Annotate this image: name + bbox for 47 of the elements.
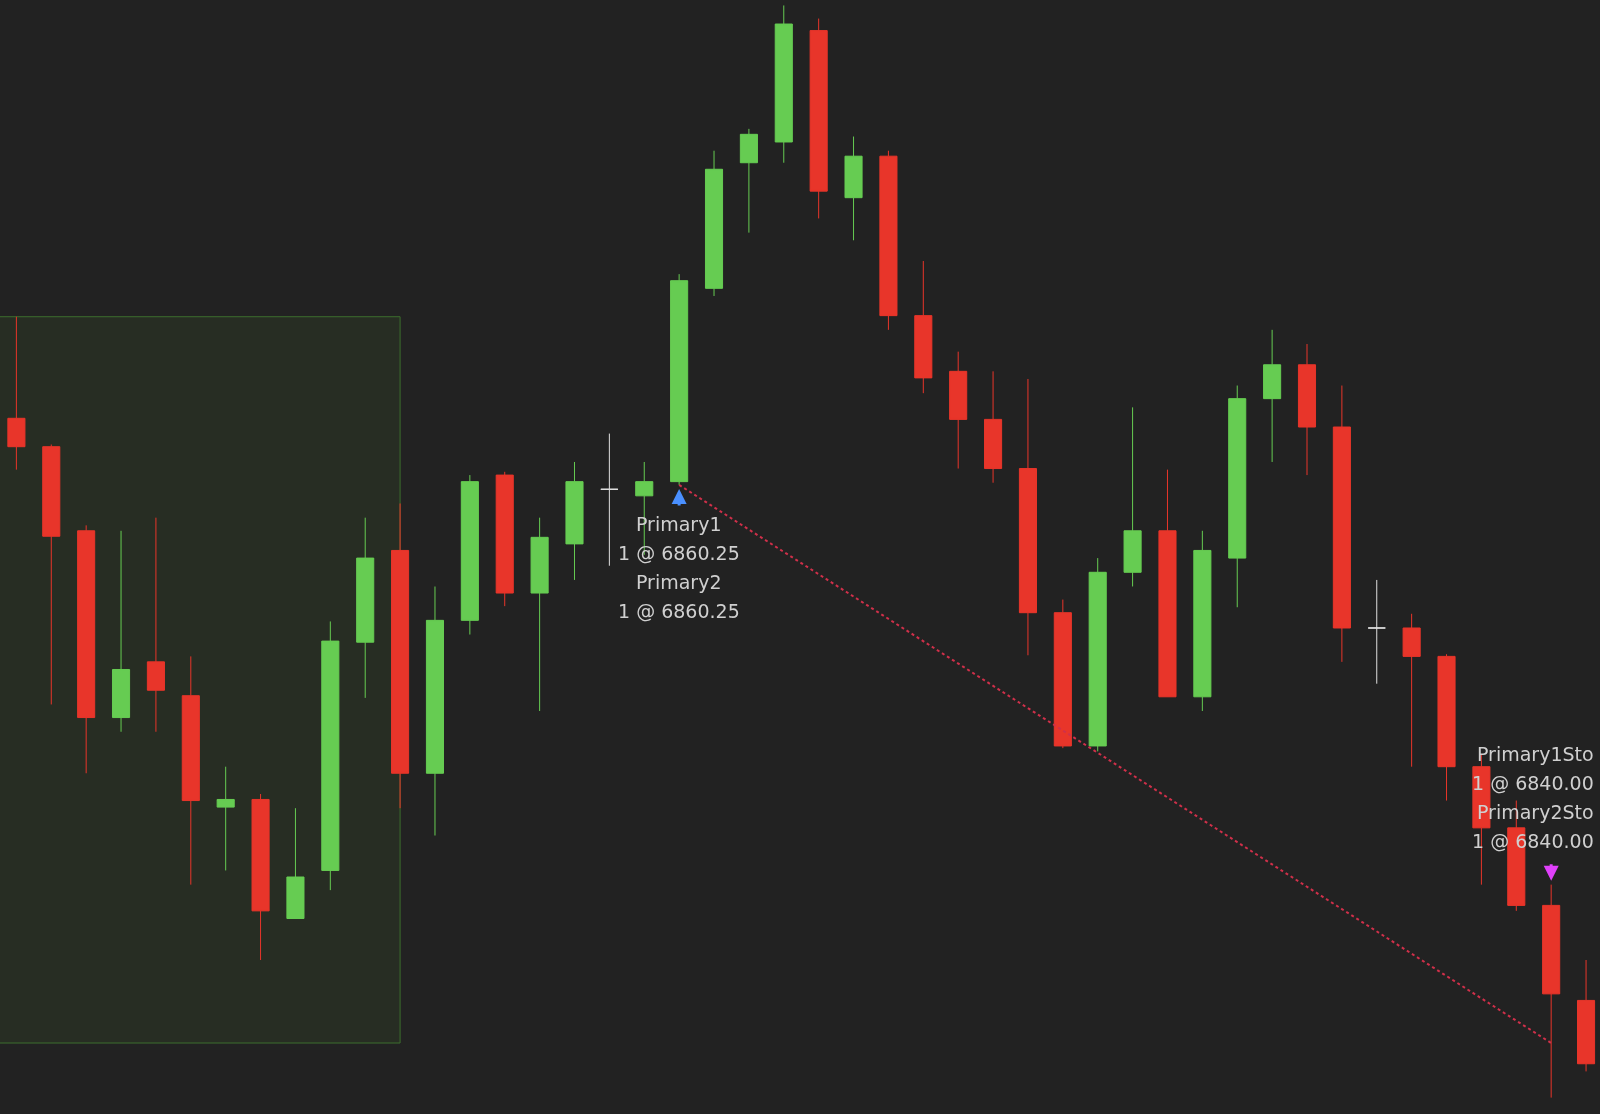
candlestick xyxy=(1158,469,1177,698)
annotation: 1 @ 6860.25 xyxy=(618,542,740,564)
candlestick xyxy=(181,655,200,886)
annotation: Primary1Sto xyxy=(1477,743,1594,765)
candlestick xyxy=(1123,406,1142,587)
candlestick xyxy=(77,524,96,774)
annotation: 1 @ 6860.25 xyxy=(618,600,740,622)
candlestick xyxy=(425,585,445,836)
candlestick xyxy=(1018,378,1037,656)
candlestick xyxy=(1228,385,1247,608)
candlestick xyxy=(356,517,375,699)
candlestick xyxy=(391,502,410,809)
candlestick xyxy=(251,793,270,961)
candlestick xyxy=(1402,613,1421,768)
candlestick xyxy=(1297,343,1317,476)
candlestick xyxy=(495,471,514,607)
candlestick xyxy=(879,150,898,331)
annotation: 1 @ 6840.00 xyxy=(1472,772,1594,794)
candlestick xyxy=(216,766,235,871)
candlestick xyxy=(1542,884,1561,1099)
annotation: Primary2 xyxy=(636,571,722,593)
candlestick xyxy=(1263,329,1282,463)
candlestick xyxy=(600,433,619,567)
candlestick xyxy=(844,136,863,241)
candlestick xyxy=(565,461,584,581)
candlestick xyxy=(984,370,1003,484)
candlestick xyxy=(111,530,131,733)
candlestick xyxy=(460,474,479,636)
candlestick xyxy=(42,444,61,705)
candlestick xyxy=(7,316,26,471)
candlestick xyxy=(321,620,340,891)
candlestick xyxy=(1577,959,1596,1072)
candlestick xyxy=(1367,579,1386,685)
candlestick xyxy=(949,351,968,470)
candlestick xyxy=(1332,385,1351,663)
candlestick xyxy=(914,260,933,394)
candlestick xyxy=(1437,653,1456,802)
candlestick xyxy=(530,517,549,712)
candlestick xyxy=(1193,530,1212,712)
candlestick xyxy=(739,128,758,234)
candlestick xyxy=(286,807,305,919)
candlestick xyxy=(1088,557,1107,752)
candlestick xyxy=(774,4,793,164)
candlestick xyxy=(146,517,165,733)
candlestick xyxy=(704,150,724,297)
candlestick xyxy=(809,18,828,219)
candlestick xyxy=(1053,599,1072,749)
